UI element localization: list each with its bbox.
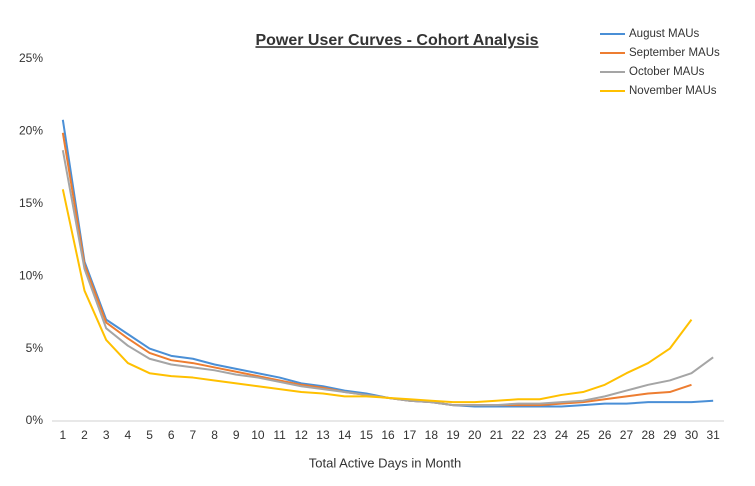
x-tick-label: 18	[425, 428, 439, 442]
y-tick-label: 15%	[19, 196, 43, 210]
x-tick-label: 28	[641, 428, 655, 442]
x-tick-label: 26	[598, 428, 612, 442]
series-line	[61, 119, 714, 408]
x-tick-label: 5	[146, 428, 153, 442]
x-tick-label: 8	[211, 428, 218, 442]
legend-label: October MAUs	[629, 66, 705, 78]
x-tick-label: 11	[273, 428, 286, 442]
legend-label: August MAUs	[629, 28, 700, 40]
y-tick-label: 20%	[19, 124, 43, 138]
x-tick-label: 1	[59, 428, 66, 442]
x-tick-label: 23	[533, 428, 547, 442]
x-tick-label: 13	[316, 428, 330, 442]
x-tick-label: 2	[81, 428, 88, 442]
x-tick-label: 22	[511, 428, 525, 442]
x-tick-label: 20	[468, 428, 482, 442]
chart-title: Power User Curves - Cohort Analysis	[255, 32, 538, 49]
x-tick-label: 24	[555, 428, 569, 442]
y-tick-label: 25%	[19, 51, 43, 65]
x-tick-label: 12	[295, 428, 309, 442]
x-tick-label: 19	[446, 428, 460, 442]
x-tick-label: 17	[403, 428, 417, 442]
x-tick-label: 25	[576, 428, 590, 442]
x-tick-label: 7	[190, 428, 197, 442]
x-tick-label: 4	[125, 428, 132, 442]
x-tick-label: 10	[251, 428, 265, 442]
y-tick-label: 0%	[26, 413, 44, 427]
legend-label: November MAUs	[629, 85, 717, 97]
x-tick-label: 30	[685, 428, 699, 442]
x-tick-label: 31	[706, 428, 720, 442]
x-tick-label: 15	[360, 428, 374, 442]
x-tick-label: 27	[620, 428, 634, 442]
x-tick-label: 9	[233, 428, 240, 442]
x-axis-title: Total Active Days in Month	[309, 455, 461, 470]
x-tick-label: 3	[103, 428, 110, 442]
series-line	[61, 150, 714, 407]
y-tick-label: 5%	[26, 341, 44, 355]
y-tick-label: 10%	[19, 268, 43, 282]
series-line	[61, 132, 692, 407]
x-tick-label: 6	[168, 428, 175, 442]
x-tick-label: 21	[490, 428, 504, 442]
x-tick-label: 14	[338, 428, 352, 442]
x-tick-label: 16	[381, 428, 395, 442]
series-line	[61, 189, 693, 404]
x-tick-label: 29	[663, 428, 677, 442]
legend-label: September MAUs	[629, 47, 720, 59]
